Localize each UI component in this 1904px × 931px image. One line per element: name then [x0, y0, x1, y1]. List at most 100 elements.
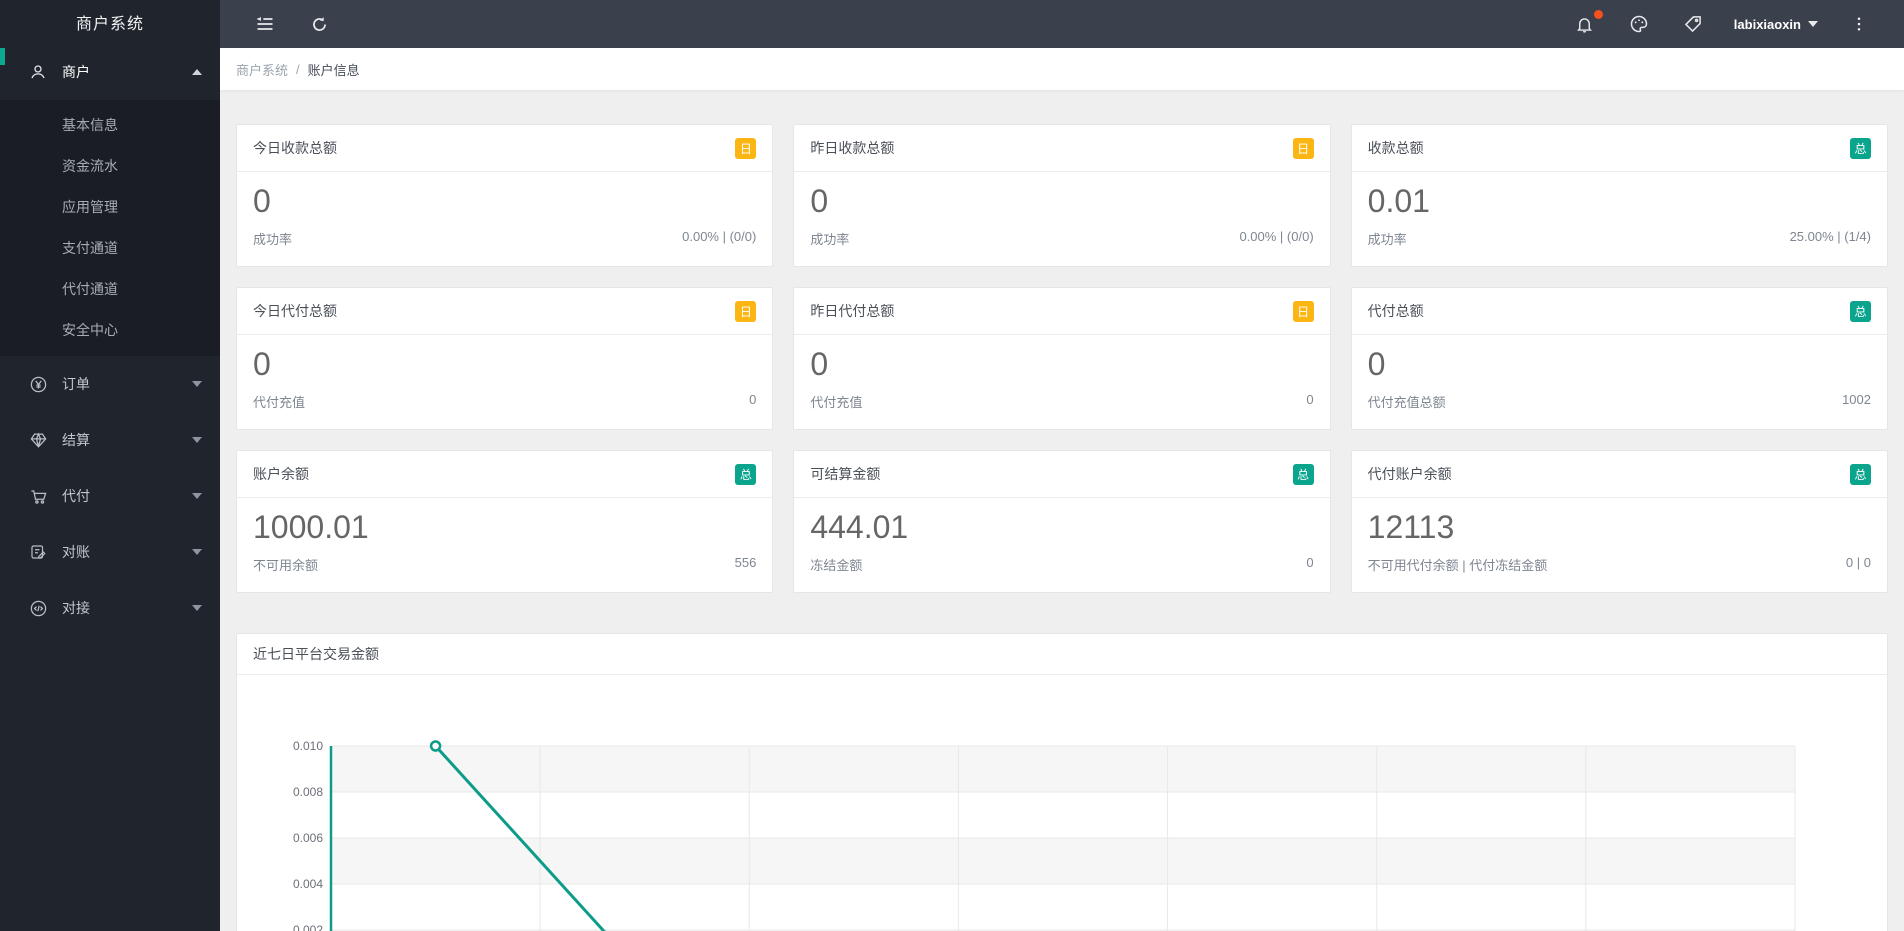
sidebar-item-label: 对账 [62, 544, 90, 560]
sidebar-item-label: 商户 [62, 64, 90, 80]
stat-card: 昨日收款总额 日 0 成功率 0.00% | (0/0) [793, 124, 1331, 267]
chevron-down-icon [192, 549, 202, 555]
chevron-down-icon [192, 437, 202, 443]
chevron-down-icon [192, 605, 202, 611]
sidebar-item-payout[interactable]: 代付 [0, 468, 220, 524]
sidebar-subitem-pay-channel[interactable]: 支付通道 [62, 240, 118, 256]
breadcrumb-separator: / [296, 61, 300, 77]
chevron-up-icon [192, 69, 202, 75]
breadcrumb-root[interactable]: 商户系统 [236, 62, 289, 78]
app-logo: 商户系统 [75, 16, 144, 33]
svg-text:0.002: 0.002 [293, 923, 323, 931]
stat-card-footer-value: 0 [749, 392, 757, 408]
stat-card-badge: 总 [1849, 463, 1871, 485]
stat-card-footer-value: 25.00% | (1/4) [1789, 229, 1871, 245]
stat-card-footer-value: 0.00% | (0/0) [682, 229, 757, 245]
stat-card-title: 今日收款总额 [253, 140, 337, 156]
username: labixiaoxin [1733, 16, 1801, 32]
stat-card-value: 12113 [1367, 509, 1455, 545]
stat-card-value: 0 [253, 183, 271, 219]
stat-card-badge: 总 [1849, 137, 1871, 159]
stat-card-title: 今日代付总额 [253, 303, 337, 319]
svg-text:0.004: 0.004 [293, 877, 323, 891]
sidebar-subitem-payout-channel[interactable]: 代付通道 [62, 281, 118, 297]
stat-card-footer-value: 0 [1306, 392, 1314, 408]
stat-card-value: 1000.01 [253, 509, 369, 545]
svg-text:0.008: 0.008 [293, 785, 323, 799]
code-circle-icon [28, 598, 48, 618]
sidebar-item-reconciliation[interactable]: 对账 [0, 524, 220, 580]
notification-dot [1593, 10, 1603, 19]
stat-card-footer-label: 代付充值 [253, 395, 306, 411]
chevron-down-icon [192, 493, 202, 499]
stat-card-title: 昨日代付总额 [810, 303, 895, 319]
stat-card: 今日收款总额 日 0 成功率 0.00% | (0/0) [236, 124, 774, 267]
svg-text:0.010: 0.010 [293, 739, 323, 753]
stat-card: 收款总额 总 0.01 成功率 25.00% | (1/4) [1350, 124, 1888, 267]
stat-card-footer-value: 1002 [1842, 392, 1871, 408]
stat-card: 可结算金额 总 444.01 冻结金额 0 [793, 450, 1331, 593]
stat-card-grid: 今日收款总额 日 0 成功率 0.00% | (0/0) 昨日收款总额 日 0 … [236, 124, 1888, 593]
sidebar-menu: 商户 基本信息 资金流水 应用管理 支付通道 代付通道 安全中心 订单 [0, 44, 220, 636]
gem-icon [28, 430, 48, 450]
stat-card-badge: 日 [735, 137, 757, 159]
breadcrumb-current: 账户信息 [307, 62, 360, 78]
stat-card-title: 代付总额 [1367, 303, 1424, 319]
stat-card-value: 0 [253, 346, 271, 382]
sidebar-item-integration[interactable]: 对接 [0, 580, 220, 636]
stat-card-value: 0 [810, 183, 829, 219]
stat-card-title: 昨日收款总额 [810, 140, 895, 156]
stat-card-badge: 日 [735, 300, 757, 322]
sidebar-subitem-basic-info[interactable]: 基本信息 [62, 117, 118, 133]
stat-card-footer-value: 556 [734, 555, 757, 571]
stat-card-badge: 总 [735, 463, 757, 485]
stat-card-title: 收款总额 [1367, 140, 1424, 156]
stat-card-footer-label: 成功率 [1367, 232, 1407, 248]
stat-card: 昨日代付总额 日 0 代付充值 0 [793, 287, 1331, 430]
top-navbar: labixiaoxin [220, 0, 1904, 48]
stat-card-title: 代付账户余额 [1367, 466, 1452, 482]
stat-card-footer-label: 不可用余额 [253, 558, 319, 574]
stat-card-footer-value: 0.00% | (0/0) [1239, 229, 1314, 245]
trend-chart: 0.010 0.008 0.006 0.004 0.002 [237, 675, 1887, 931]
sidebar-item-label: 订单 [62, 376, 90, 392]
stat-card-badge: 日 [1292, 300, 1314, 322]
sidebar-item-merchant[interactable]: 商户 [0, 44, 220, 100]
stat-card-value: 444.01 [810, 509, 909, 545]
sidebar-subitem-fund-flow[interactable]: 资金流水 [62, 158, 118, 174]
sidebar-item-orders[interactable]: 订单 [0, 356, 220, 412]
breadcrumb: 商户系统 / 账户信息 [220, 48, 1904, 90]
chevron-down-icon [192, 381, 202, 387]
stat-card-footer-label: 不可用代付余额 | 代付冻结金额 [1367, 558, 1548, 574]
stat-card-footer-label: 代付充值 [810, 395, 863, 411]
stat-card-badge: 总 [1292, 463, 1314, 485]
sidebar-subitem-app-manage[interactable]: 应用管理 [62, 199, 118, 215]
user-menu[interactable]: labixiaoxin [1734, 17, 1818, 32]
user-icon [28, 62, 48, 82]
bell-icon[interactable] [1575, 10, 1603, 34]
stat-card-footer-value: 0 [1306, 555, 1314, 571]
stat-card-value: 0.01 [1367, 183, 1430, 219]
svg-text:0.006: 0.006 [293, 831, 323, 845]
stat-card: 账户余额 总 1000.01 不可用余额 556 [236, 450, 774, 593]
tag-icon[interactable] [1683, 14, 1703, 34]
refresh-icon[interactable] [309, 14, 329, 34]
sidebar-scrollbar-thumb[interactable] [0, 48, 5, 65]
stat-card: 代付总额 总 0 代付充值总额 1002 [1350, 287, 1888, 430]
sidebar-item-settlement[interactable]: 结算 [0, 412, 220, 468]
sidebar-item-label: 对接 [62, 600, 90, 616]
stat-card-value: 0 [810, 346, 829, 382]
stat-card: 今日代付总额 日 0 代付充值 0 [236, 287, 774, 430]
sidebar: 商户系统 商户 基本信息 资金流水 应用管理 支付通道 代付通道 安全中心 [0, 0, 220, 931]
sidebar-subitem-security-center[interactable]: 安全中心 [62, 322, 118, 338]
stat-card-footer-label: 成功率 [253, 232, 293, 248]
sidebar-item-label: 代付 [62, 488, 90, 504]
kebab-menu-icon[interactable] [1849, 14, 1869, 34]
stat-card-footer-label: 成功率 [810, 232, 850, 248]
stat-card-footer-label: 代付充值总额 [1367, 395, 1446, 411]
stat-card-footer-label: 冻结金额 [810, 558, 863, 574]
dashboard-content: 今日收款总额 日 0 成功率 0.00% | (0/0) 昨日收款总额 日 0 … [220, 90, 1904, 931]
collapse-sidebar-icon[interactable] [255, 14, 275, 34]
stat-card-badge: 总 [1849, 300, 1871, 322]
palette-icon[interactable] [1629, 14, 1649, 34]
